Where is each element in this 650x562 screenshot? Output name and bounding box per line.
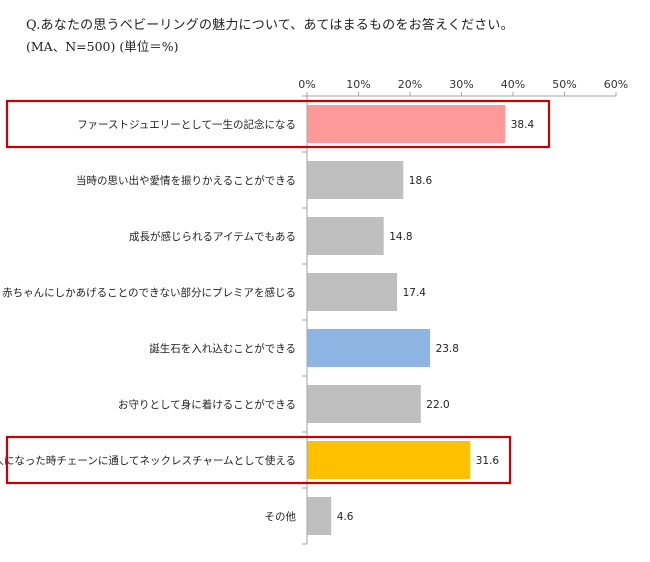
- bar: [307, 441, 471, 479]
- category-label: 赤ちゃんにしかあげることのできない部分にプレミアを感じる: [2, 286, 296, 299]
- category-label: その他: [265, 510, 297, 523]
- category-label: 誕生石を入れ込むことができる: [149, 342, 296, 355]
- bar: [307, 161, 404, 199]
- category-label: 大人になった時チェーンに通してネックレスチャームとして使える: [0, 454, 296, 467]
- data-label: 4.6: [337, 511, 354, 523]
- x-tick-label: 20%: [398, 78, 422, 91]
- bar: [307, 217, 384, 255]
- chart-subtitle: (MA、N=500) (単位＝%): [26, 39, 179, 54]
- category-label: 成長が感じられるアイテムでもある: [129, 230, 296, 243]
- data-label: 38.4: [511, 119, 535, 131]
- bar: [307, 385, 421, 423]
- x-tick-label: 30%: [449, 78, 473, 91]
- category-label: 当時の思い出や愛情を振りかえることができる: [76, 174, 296, 187]
- highlight-frame: [5, 435, 512, 485]
- bar: [307, 497, 332, 535]
- x-tick-label: 10%: [346, 78, 370, 91]
- data-label: 23.8: [436, 343, 459, 355]
- bar: [307, 105, 506, 143]
- data-label: 18.6: [409, 175, 433, 187]
- highlight-frame: [5, 99, 551, 149]
- data-label: 22.0: [426, 399, 449, 411]
- x-tick-label: 0%: [298, 78, 315, 91]
- x-tick-label: 60%: [604, 78, 628, 91]
- x-tick-label: 50%: [552, 78, 576, 91]
- bar: [307, 273, 398, 311]
- category-label: お守りとして身に着けることができる: [118, 398, 296, 411]
- category-label: ファーストジュエリーとして一生の記念になる: [77, 118, 296, 131]
- data-label: 17.4: [403, 287, 427, 299]
- data-label: 31.6: [476, 455, 500, 467]
- x-tick-label: 40%: [501, 78, 525, 91]
- bar: [307, 329, 431, 367]
- chart-title: Q.あなたの思うベビーリングの魅力について、あてはまるものをお答えください。: [26, 18, 514, 33]
- data-label: 14.8: [389, 231, 412, 243]
